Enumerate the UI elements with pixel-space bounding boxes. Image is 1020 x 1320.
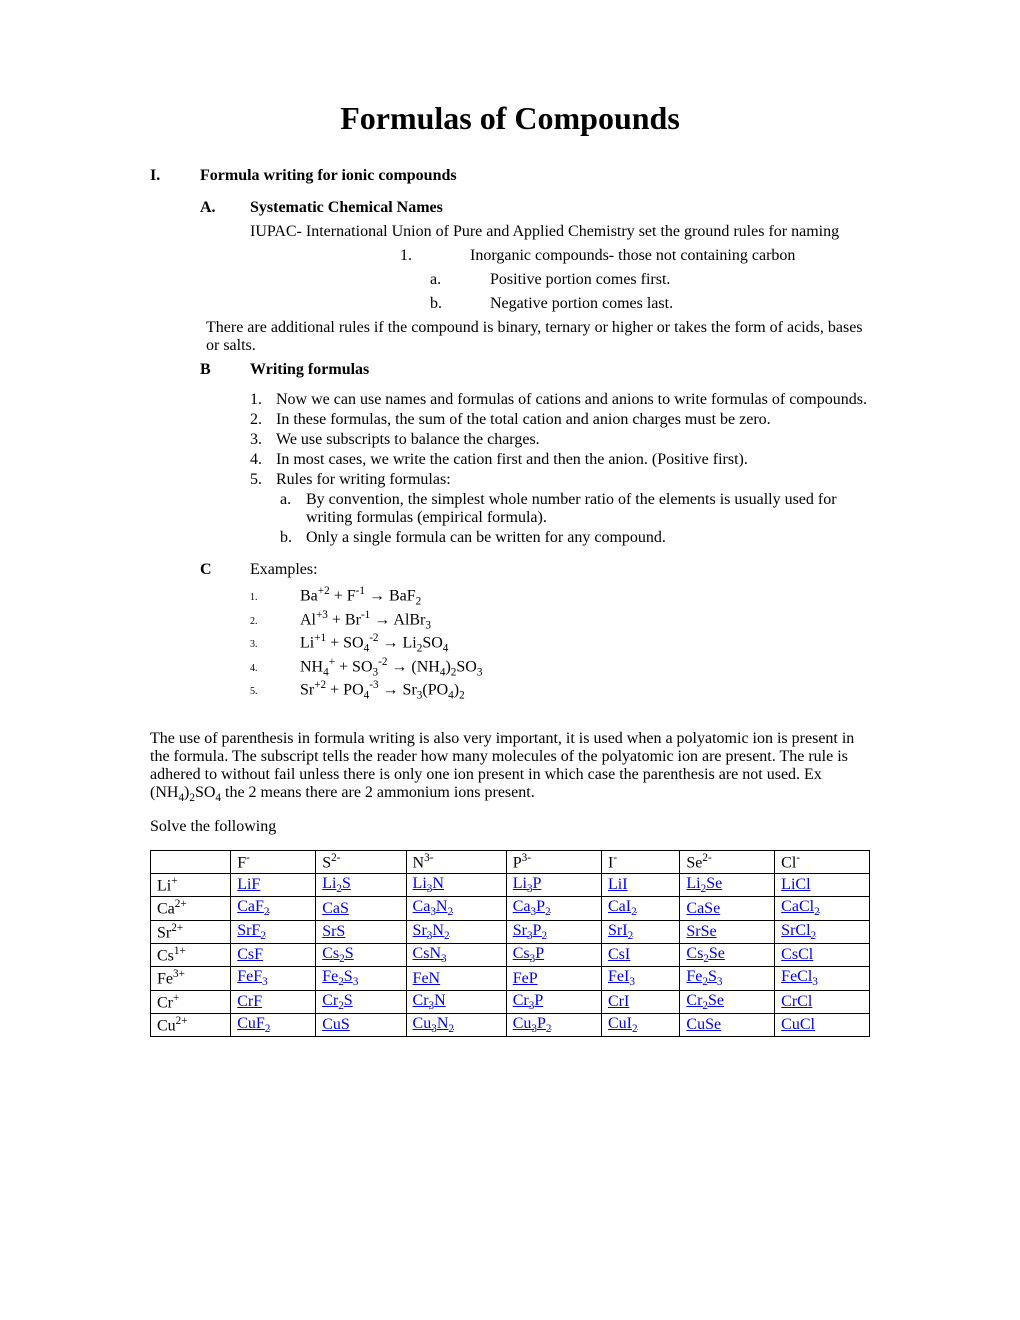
section-C-heading: C Examples: [200,561,870,579]
list-item-text: Rules for writing formulas: [276,471,870,489]
table-header-row: F- S2- N3- P3- I- Se2- Cl- [151,850,870,873]
item-1b: b. Negative portion comes last. [430,295,870,313]
section-B-text: Writing formulas [250,361,870,379]
section-A-heading: A. Systematic Chemical Names [200,199,870,217]
item-1a-text: Positive portion comes first. [490,271,870,289]
list-item: 1.Now we can use names and formulas of c… [250,391,870,409]
table-row: Sr2+ SrF2 SrS Sr3N2 Sr3P2 SrI2 SrSe SrCl… [151,920,870,943]
additional-rules-note: There are additional rules if the compou… [206,319,870,355]
section-I-heading: I. Formula writing for ionic compounds [150,167,870,185]
section-C-text: Examples: [250,561,870,579]
example-row: 5.Sr+2 + PO4-3 → Sr3(PO4)2 [250,679,870,702]
list-item: 2.In these formulas, the sum of the tota… [250,411,870,429]
sub-list: a.By convention, the simplest whole numb… [280,491,870,547]
formula-table: F- S2- N3- P3- I- Se2- Cl- Li+ LiF Li2S … [150,850,870,1038]
list-item-text: In most cases, we write the cation first… [276,451,870,469]
note-post: the 2 means there are 2 ammonium ions pr… [221,784,535,801]
section-A-text: Systematic Chemical Names [250,199,870,217]
table-row: Cr+ CrF Cr2S Cr3N Cr3P CrI Cr2Se CrCl [151,990,870,1013]
list-item-text: Now we can use names and formulas of cat… [276,391,870,409]
letter-b: b. [430,295,490,313]
letter-B: B [200,361,250,379]
B-list: 1.Now we can use names and formulas of c… [250,391,870,547]
letter-C: C [200,561,250,579]
list-item-text: Only a single formula can be written for… [306,529,870,547]
table-row: Cs1+ CsF Cs2S CsN3 Cs3P CsI Cs2Se CsCl [151,944,870,967]
table-row: Li+ LiF Li2S Li3N Li3P LiI Li2Se LiCl [151,874,870,897]
parenthesis-note: The use of parenthesis in formula writin… [150,730,870,804]
example-row: 1.Ba+2 + F-1 → BaF2 [250,585,870,608]
list-item: a.By convention, the simplest whole numb… [280,491,870,527]
item-1-text: Inorganic compounds- those not containin… [470,247,870,265]
list-item: 5.Rules for writing formulas: [250,471,870,489]
list-item-text: We use subscripts to balance the charges… [276,431,870,449]
table-row: Ca2+ CaF2 CaS Ca3N2 Ca3P2 CaI2 CaSe CaCl… [151,897,870,920]
list-item: 3.We use subscripts to balance the charg… [250,431,870,449]
example-row: 2.Al+3 + Br-1 → AlBr3 [250,609,870,632]
letter-A: A. [200,199,250,217]
item-1b-text: Negative portion comes last. [490,295,870,313]
list-item-text: In these formulas, the sum of the total … [276,411,870,429]
iupac-text: IUPAC- International Union of Pure and A… [250,223,870,241]
example-row: 4.NH4+ + SO3-2 → (NH4)2SO3 [250,656,870,679]
example-row: 3.Li+1 + SO4-2 → Li2SO4 [250,632,870,655]
list-item: b.Only a single formula can be written f… [280,529,870,547]
letter-a: a. [430,271,490,289]
item-1a: a. Positive portion comes first. [430,271,870,289]
solve-heading: Solve the following [150,818,870,836]
roman-I: I. [150,167,200,185]
section-I-text: Formula writing for ionic compounds [200,167,870,185]
page-title: Formulas of Compounds [150,100,870,137]
list-item-text: By convention, the simplest whole number… [306,491,870,527]
table-row: Fe3+ FeF3 Fe2S3 FeN FeP FeI3 Fe2S3 FeCl3 [151,967,870,990]
section-B-heading: B Writing formulas [200,361,870,379]
list-item: 4.In most cases, we write the cation fir… [250,451,870,469]
num-1: 1. [400,247,470,265]
item-1: 1. Inorganic compounds- those not contai… [400,247,870,265]
table-row: Cu2+ CuF2 CuS Cu3N2 Cu3P2 CuI2 CuSe CuCl [151,1014,870,1037]
examples-list: 1.Ba+2 + F-1 → BaF2 2.Al+3 + Br-1 → AlBr… [250,585,870,702]
